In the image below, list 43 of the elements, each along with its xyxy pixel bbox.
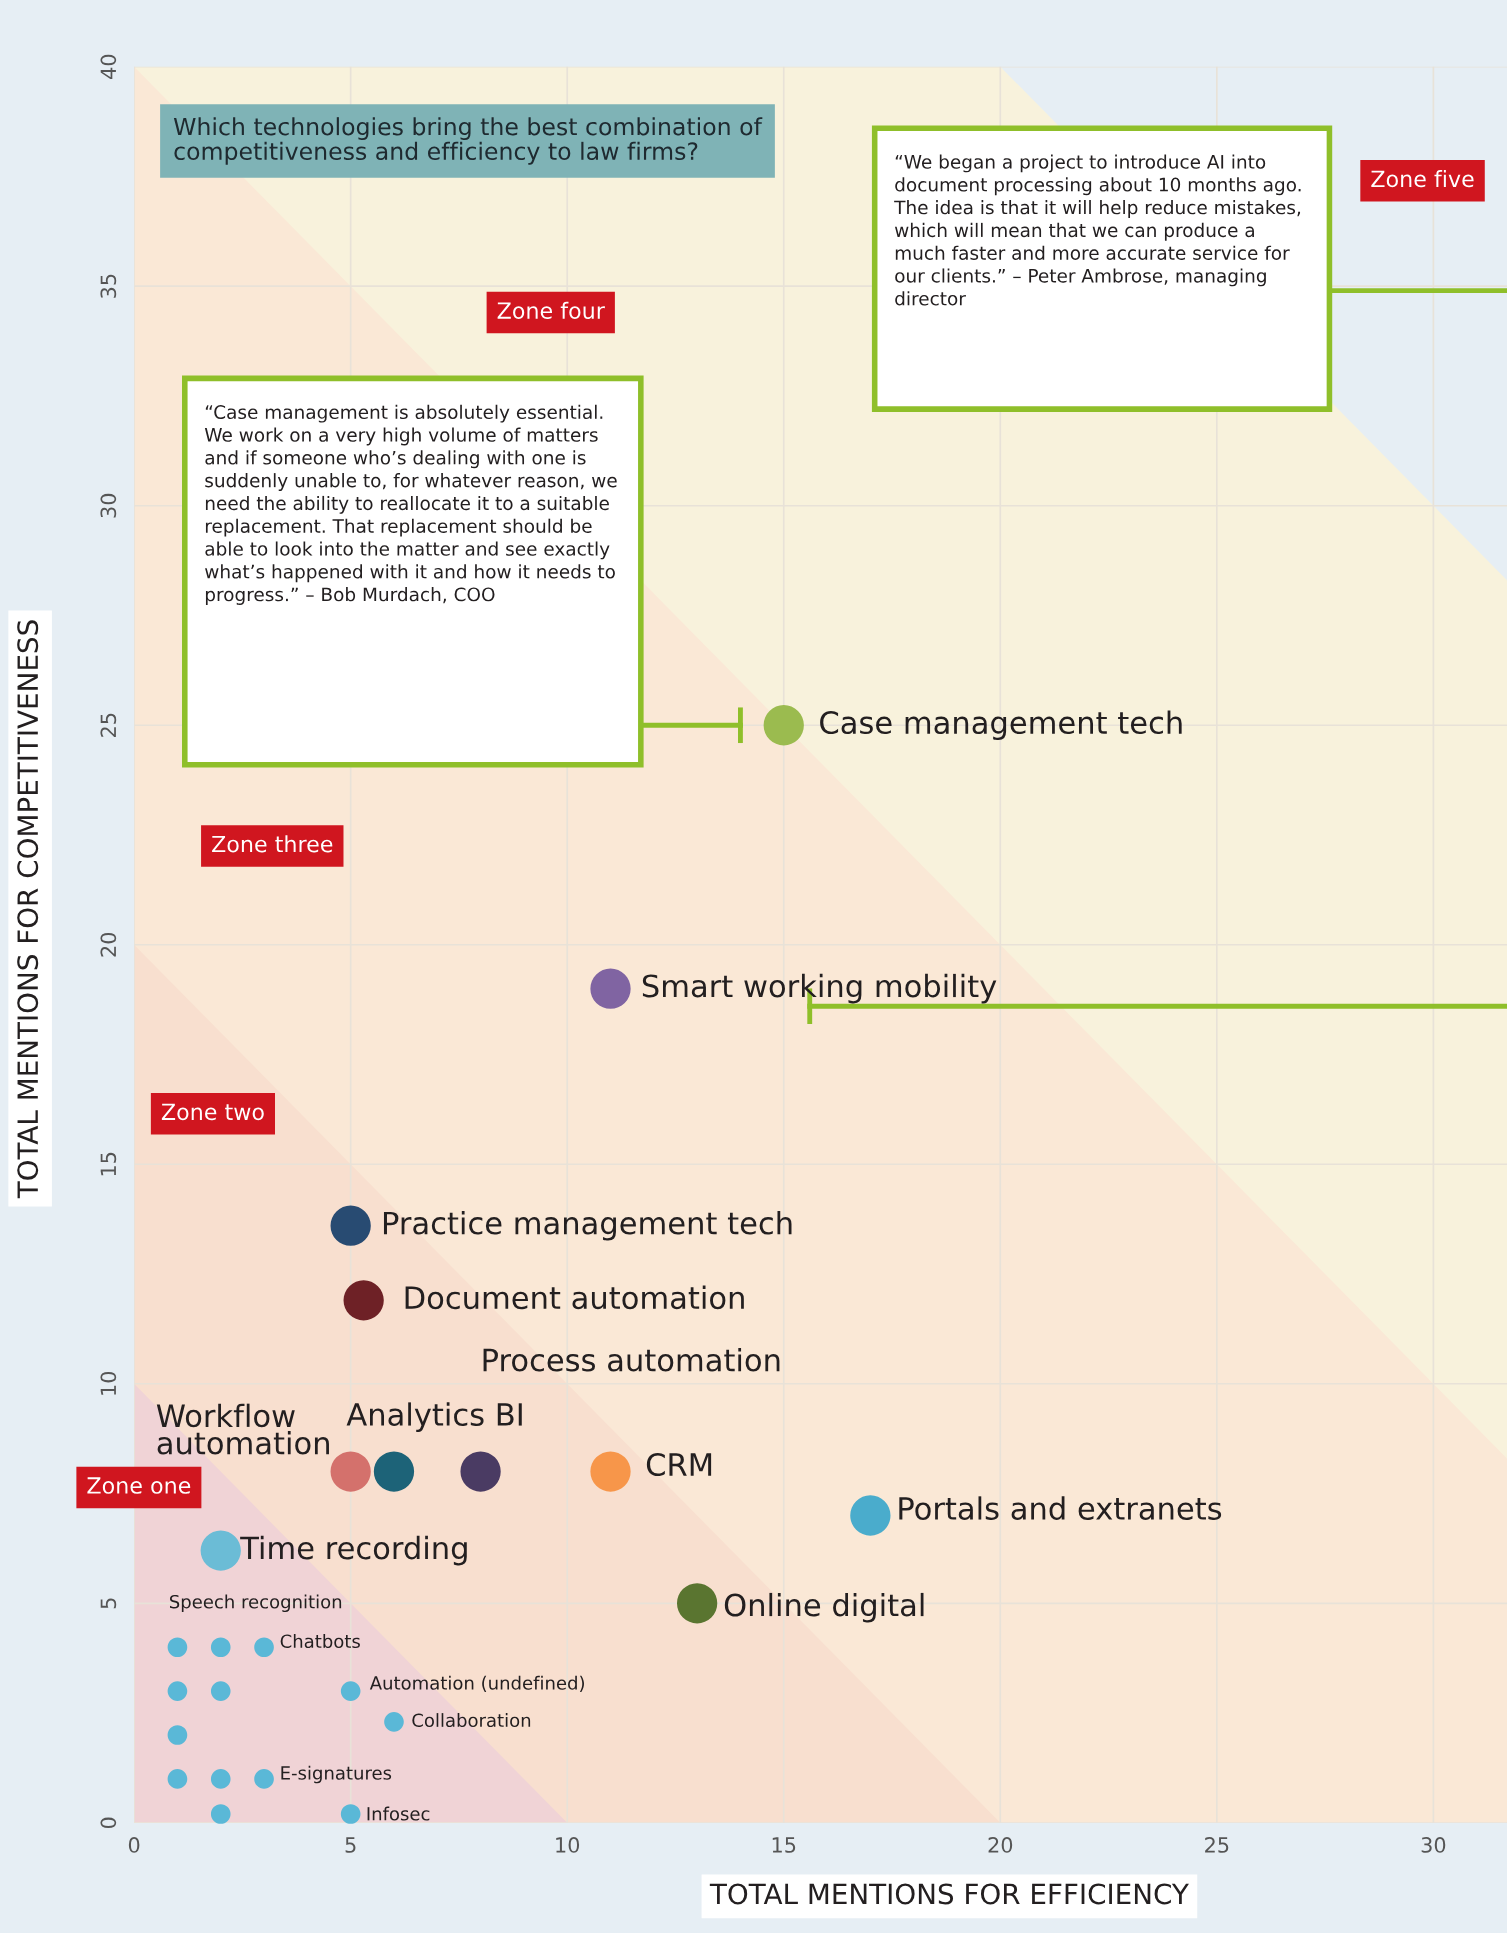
annotation: Smart working mobility [642,973,997,1004]
y-tick-label: 30 [100,493,117,518]
text: Which technologies bring the best combination of competitiveness and efficiency to law firms? [173,117,763,165]
annotation: Practice management tech [383,1210,792,1241]
x-tick-label: 0 [128,1837,140,1853]
x-axis-title: TOTAL MENTIONS FOR EFFICIENCY [709,1883,1189,1905]
annotation: Zone one [87,1477,191,1494]
annotation: Automation (undefined) [369,1675,584,1692]
y-tick-label: 40 [100,54,117,79]
annotation: Zone two [161,1103,264,1121]
annotation: Zone four [497,301,605,319]
x-tick-label: 5 [345,1837,356,1853]
annotation: Infosec [367,1806,430,1821]
annotation: Workflow automation [156,1403,329,1455]
annotation: Chatbots [280,1634,360,1649]
y-tick-label: 20 [100,932,117,957]
annotation: Online digital [724,1592,924,1623]
annotation: Document automation [405,1285,744,1310]
annotation: CRM [646,1452,712,1477]
y-tick-label: 5 [100,1598,117,1609]
x-tick-label: 20 [988,1837,1013,1853]
x-tick-label: 15 [772,1837,796,1853]
y-tick-label: 15 [100,1152,117,1176]
y-tick-label: 0 [100,1817,117,1829]
annotation: Collaboration [412,1713,531,1728]
text: “Case management is absolutely essential. We work on a very high volume of matters and if someone who’s dealing with one is suddenly unable to, for whatever reason, we need the ability to reallocate it to a suitable replacement. That replacement should be able to look into the matter and see exactly what’s happened with it and how it needs to progress.” – Bob Murdach, COO [204,404,617,605]
y-axis-title: TOTAL MENTIONS FOR COMPETITIVENESS [17,620,39,1199]
x-tick-label: 10 [556,1837,580,1853]
y-tick-label: 25 [100,713,117,737]
annotation: Analytics BI [346,1402,522,1432]
annotation: “We began a project to introduce AI into document processing about 10 months ago. The idea is that it will help reduce mistakes, which will mean that we can produce a much faster and more accurate service for our clients.” – Peter Ambrose, managing director [894,154,1301,306]
annotation: E-signatures [281,1765,392,1784]
x-tick-label: 30 [1421,1837,1446,1853]
x-tick-label: 25 [1205,1837,1229,1853]
y-tick-label: 10 [100,1371,117,1395]
annotation: Zone five [1371,170,1474,188]
annotation: Zone three [212,835,333,853]
annotation: Process automation [483,1347,780,1372]
annotation: Time recording [240,1535,467,1566]
annotation: Speech recognition [169,1594,342,1613]
annotation: Case management tech [820,710,1182,741]
annotation: Portals and extranets [899,1496,1222,1520]
y-tick-label: 35 [100,274,117,298]
